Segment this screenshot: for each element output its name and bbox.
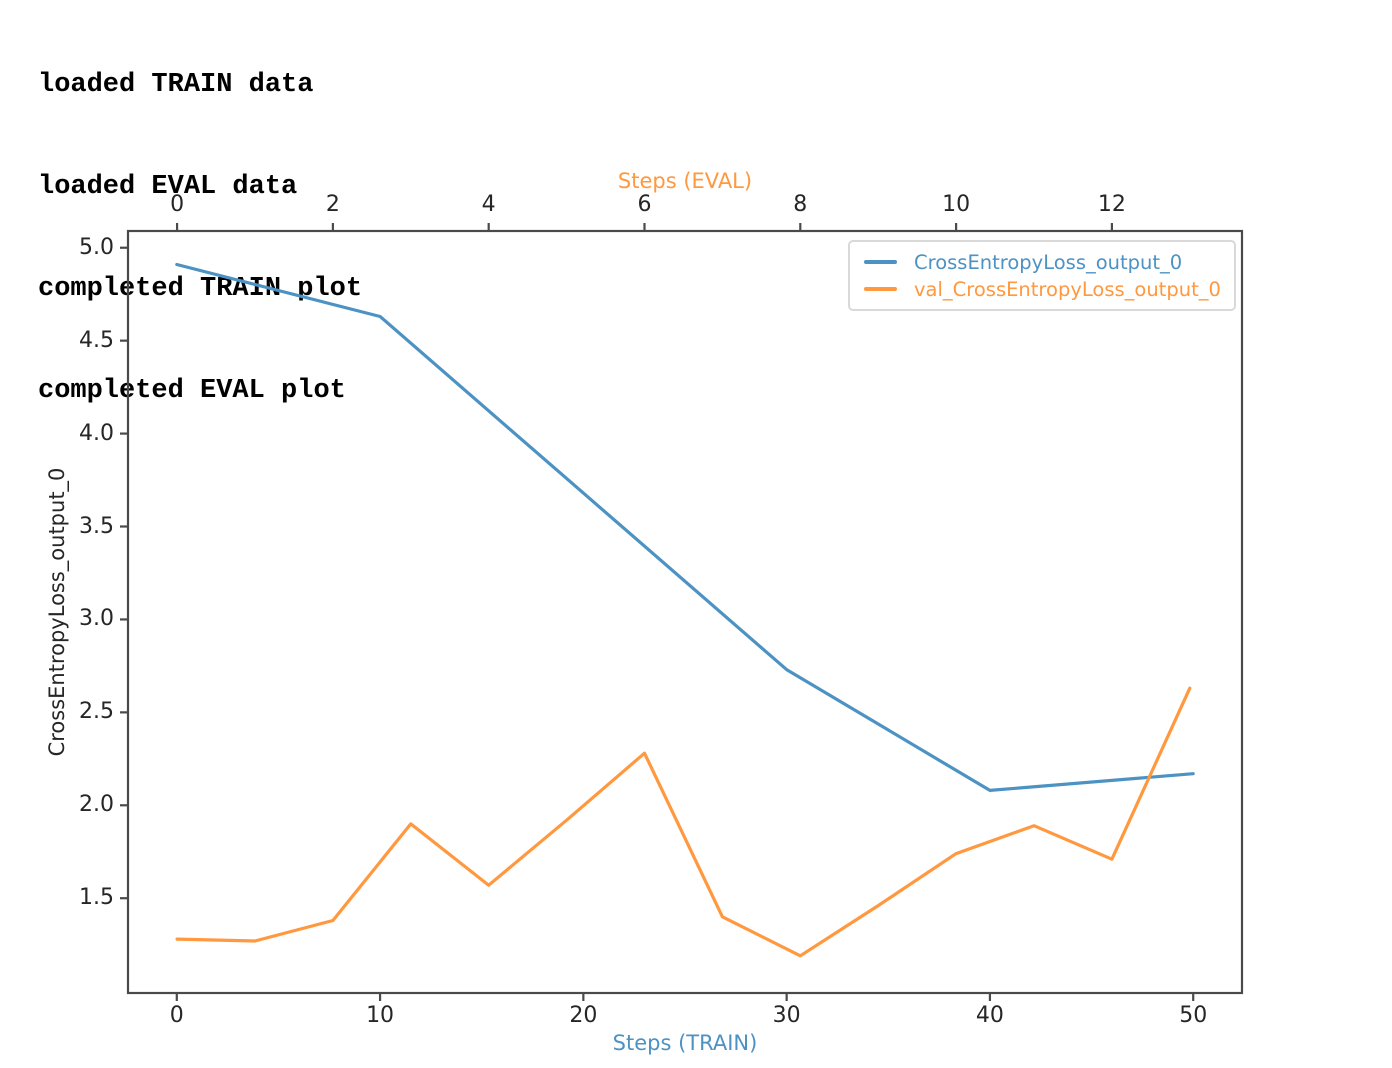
legend-entry-train: CrossEntropyLoss_output_0 [864,251,1220,274]
y-tick-label: 2.0 [79,792,114,818]
top-tick-label: 2 [325,192,340,217]
console-line: completed TRAIN plot [38,274,363,304]
y-tick-label: 4.0 [79,420,114,446]
train-line-swatch [864,260,897,264]
bottom-tick-label: 20 [569,1003,598,1028]
top-tick-label: 8 [793,192,808,217]
console-line: completed EVAL plot [38,376,346,406]
top-tick-label: 6 [637,192,652,217]
val-loss-line [175,686,1192,958]
y-tick-label: 4.5 [79,327,114,353]
y-axis-label: CrossEntropyLoss_output_0 [45,467,69,757]
val-line-swatch [864,287,897,291]
top-tick-label: 12 [1097,192,1126,217]
y-tick-label: 2.5 [79,699,114,725]
bottom-tick-label: 30 [772,1003,801,1028]
legend-entry-val: val_CrossEntropyLoss_output_0 [864,277,1221,301]
plot-border [126,229,1244,995]
y-tick-label: 1.5 [79,885,114,911]
console-line: loaded EVAL data [38,172,298,202]
bottom-axis-label: Steps (TRAIN) [612,1031,758,1055]
bottom-tick-label: 10 [366,1003,395,1028]
bottom-tick-label: 40 [975,1003,1004,1028]
y-tick-label: 3.0 [79,606,114,632]
bottom-tick-label: 50 [1179,1003,1208,1028]
bottom-tick-label: 0 [169,1003,184,1028]
legend-label: CrossEntropyLoss_output_0 [914,250,1183,274]
top-tick-label: 4 [481,192,496,217]
y-tick-label: 3.5 [79,513,114,539]
top-axis-label: Steps (EVAL) [617,169,753,193]
train-loss-line [175,262,1195,793]
console-log: loaded TRAIN data loaded EVAL data compl… [38,0,362,476]
top-tick-label: 10 [942,192,971,217]
legend-label: val_CrossEntropyLoss_output_0 [914,277,1221,301]
legend: CrossEntropyLoss_output_0 val_CrossEntro… [848,240,1236,311]
console-line: loaded TRAIN data [38,70,314,100]
y-tick-label: 5.0 [79,234,114,260]
top-tick-label: 0 [170,192,185,217]
